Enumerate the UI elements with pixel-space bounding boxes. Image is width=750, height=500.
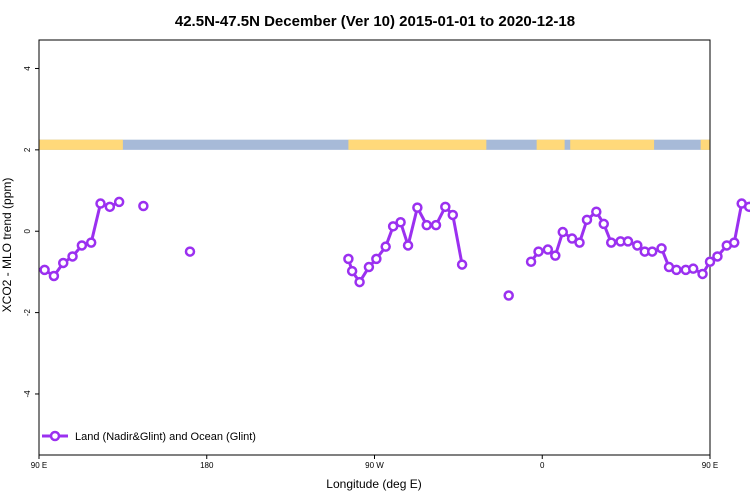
data-point <box>591 206 602 217</box>
land-band <box>39 139 123 150</box>
y-axis-label: XCO2 - MLO trend (ppm) <box>0 178 14 313</box>
x-tick-label: 90 W <box>365 461 384 470</box>
data-point <box>550 250 561 261</box>
data-point <box>605 237 617 248</box>
data-point <box>743 201 750 213</box>
x-axis-label: Longitude (deg E) <box>326 477 421 491</box>
data-point <box>39 264 50 276</box>
data-point <box>85 237 97 248</box>
data-point <box>574 237 585 248</box>
data-point <box>581 214 593 226</box>
data-point <box>371 253 382 265</box>
chart-title: 42.5N-47.5N December (Ver 10) 2015-01-01… <box>175 13 575 30</box>
data-point <box>48 270 60 282</box>
land-band <box>348 139 487 150</box>
data-point <box>421 219 432 231</box>
data-point <box>687 263 699 274</box>
data-point <box>104 201 116 213</box>
data-point <box>728 237 740 248</box>
data-point <box>363 261 375 273</box>
y-axis-ticks: -4 -2 0 2 4 <box>23 66 39 398</box>
x-tick-label: 90 E <box>31 461 47 470</box>
data-point <box>387 221 399 232</box>
series-line <box>529 202 750 276</box>
data-point <box>646 246 658 257</box>
data-point <box>704 256 716 267</box>
data-point <box>632 240 643 251</box>
series-line <box>43 200 120 278</box>
data-point <box>542 244 554 255</box>
data-point <box>138 200 149 212</box>
data-point <box>402 240 414 251</box>
y-tick-label: 2 <box>23 147 32 152</box>
data-point <box>67 251 78 262</box>
y-tick-label: 0 <box>23 228 32 233</box>
data-point <box>346 265 358 277</box>
data-point <box>95 198 106 209</box>
data-point <box>447 209 459 221</box>
data-point <box>557 226 569 238</box>
x-tick-label: 180 <box>200 461 214 470</box>
data-point <box>712 251 723 262</box>
legend: Land (Nadir&Glint) and Ocean (Glint) <box>42 430 256 443</box>
land-band <box>700 139 710 150</box>
data-point <box>671 264 682 276</box>
data-point <box>503 290 514 301</box>
data-point <box>380 241 391 252</box>
y-tick-label: -2 <box>23 308 32 316</box>
data-point <box>456 259 468 270</box>
legend-label: Land (Nadir&Glint) and Ocean (Glint) <box>75 431 256 443</box>
legend-swatch-marker <box>49 430 61 442</box>
data-point <box>566 233 578 244</box>
data-point <box>598 218 610 230</box>
data-point <box>656 243 667 254</box>
data-point <box>430 219 442 231</box>
x-tick-label: 0 <box>540 461 545 470</box>
data-point <box>57 257 69 269</box>
data-point <box>113 196 125 208</box>
data-point <box>343 253 354 265</box>
data-point <box>76 240 88 251</box>
series-layer <box>39 196 750 301</box>
land-ocean-strip <box>39 139 710 150</box>
x-axis-ticks: 90 E 180 90 W 0 90 E <box>31 455 718 470</box>
y-tick-label: -4 <box>23 390 32 398</box>
data-point <box>395 217 406 228</box>
land-band <box>536 139 565 150</box>
data-point <box>525 256 537 267</box>
data-point <box>440 201 451 213</box>
data-point <box>412 202 423 213</box>
x-tick-label: 90 E <box>702 461 718 470</box>
data-point <box>354 276 365 288</box>
data-point <box>697 268 708 280</box>
y-tick-label: 4 <box>23 66 32 71</box>
data-point <box>533 246 544 257</box>
data-point <box>622 236 634 247</box>
land-band <box>570 139 655 150</box>
data-point <box>184 246 196 257</box>
